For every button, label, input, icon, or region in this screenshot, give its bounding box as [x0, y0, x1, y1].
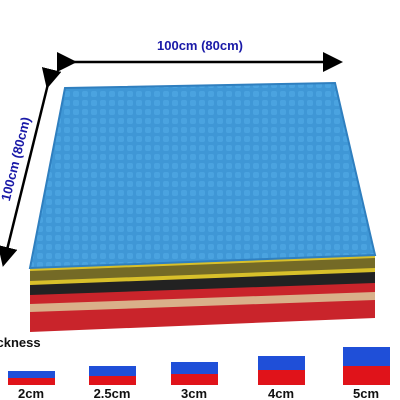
depth-arrow	[0, 67, 62, 267]
option-label: 2.5cm	[94, 386, 131, 400]
swatches	[8, 347, 390, 385]
thickness-title: Thickness	[0, 335, 41, 350]
option-label: 3cm	[181, 386, 207, 400]
mat-stack	[30, 255, 375, 332]
option-label: 2cm	[18, 386, 44, 400]
width-label: 100cm (80cm)	[157, 38, 243, 53]
option-label: 4cm	[268, 386, 294, 400]
option-label: 5cm	[353, 386, 379, 400]
mat-top	[28, 81, 377, 270]
